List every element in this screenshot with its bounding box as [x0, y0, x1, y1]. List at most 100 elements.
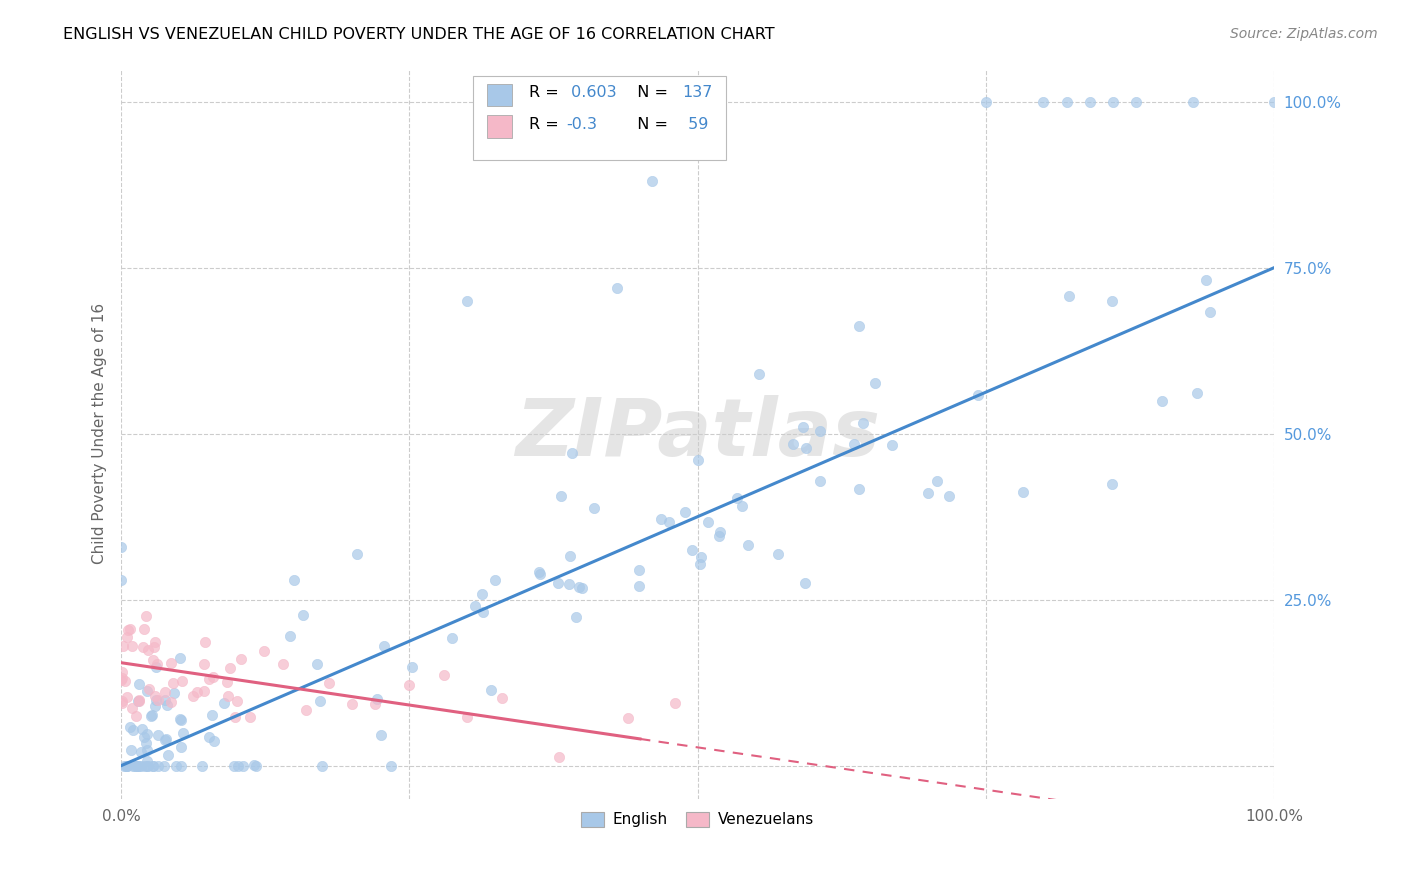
Point — [1056, 95, 1078, 109]
Point — [529, 566, 551, 581]
Point — [229, 651, 252, 665]
Text: R =: R = — [529, 85, 564, 100]
Point — [110, 673, 132, 688]
Point — [162, 675, 184, 690]
Point — [136, 758, 159, 772]
Point — [725, 491, 748, 505]
Point — [128, 694, 150, 708]
Point — [169, 712, 191, 726]
Point — [142, 758, 165, 772]
Point — [226, 758, 249, 772]
Point — [664, 696, 686, 710]
Point — [1078, 95, 1101, 109]
Point — [1195, 273, 1218, 287]
Point — [110, 665, 132, 680]
Point — [172, 725, 194, 739]
Point — [120, 720, 142, 734]
Text: 0.603: 0.603 — [567, 85, 617, 100]
Point — [731, 499, 754, 513]
Point — [340, 697, 363, 711]
Point — [882, 438, 904, 452]
Point — [198, 672, 221, 686]
Point — [232, 758, 254, 772]
Point — [135, 736, 157, 750]
Point — [688, 453, 710, 467]
Point — [346, 547, 368, 561]
Point — [170, 740, 193, 755]
Point — [927, 474, 949, 488]
Point — [197, 730, 219, 744]
Point — [794, 441, 817, 455]
Point — [153, 685, 176, 699]
Point — [1101, 476, 1123, 491]
Point — [974, 95, 997, 109]
Point — [143, 640, 166, 655]
Point — [571, 581, 593, 595]
Text: R =: R = — [529, 117, 564, 131]
Point — [112, 758, 135, 772]
Point — [318, 676, 340, 690]
Text: ENGLISH VS VENEZUELAN CHILD POVERTY UNDER THE AGE OF 16 CORRELATION CHART: ENGLISH VS VENEZUELAN CHILD POVERTY UNDE… — [63, 27, 775, 42]
Point — [128, 677, 150, 691]
Point — [143, 698, 166, 713]
Point — [224, 710, 246, 724]
Point — [115, 758, 138, 772]
Point — [848, 482, 870, 496]
Point — [283, 573, 305, 587]
Point — [253, 644, 276, 658]
Point — [128, 693, 150, 707]
Point — [271, 657, 294, 671]
Point — [111, 671, 134, 685]
Point — [160, 656, 183, 670]
Point — [153, 732, 176, 747]
Text: 137: 137 — [683, 85, 713, 100]
Point — [527, 565, 550, 579]
Point — [112, 639, 135, 653]
Point — [565, 610, 588, 624]
Point — [225, 694, 247, 708]
Point — [183, 690, 205, 704]
Point — [129, 758, 152, 772]
Point — [146, 692, 169, 706]
Point — [561, 446, 583, 460]
Point — [471, 587, 494, 601]
Point — [141, 653, 163, 667]
Point — [1101, 95, 1123, 109]
Text: N =: N = — [627, 117, 673, 131]
Point — [193, 684, 215, 698]
Point — [305, 657, 328, 671]
Point — [124, 709, 146, 723]
Y-axis label: Child Poverty Under the Age of 16: Child Poverty Under the Age of 16 — [93, 303, 107, 565]
Point — [160, 695, 183, 709]
Point — [117, 623, 139, 637]
Point — [707, 529, 730, 543]
Point — [689, 558, 711, 572]
Point — [111, 693, 134, 707]
Point — [115, 690, 138, 704]
Point — [148, 728, 170, 742]
Point — [217, 675, 239, 690]
Point — [170, 713, 193, 727]
Text: -0.3: -0.3 — [567, 117, 598, 131]
Point — [709, 524, 731, 539]
Point — [202, 734, 225, 748]
Point — [110, 573, 132, 587]
Point — [135, 609, 157, 624]
Point — [153, 693, 176, 707]
Point — [170, 673, 193, 688]
Point — [810, 474, 832, 488]
Point — [311, 758, 333, 772]
Point — [658, 515, 681, 529]
Point — [1263, 95, 1285, 109]
Point — [165, 758, 187, 772]
Point — [145, 693, 167, 707]
Point — [294, 703, 316, 717]
Point — [851, 416, 873, 430]
Point — [748, 367, 770, 381]
Text: N =: N = — [627, 85, 673, 100]
Point — [440, 632, 463, 646]
Point — [145, 635, 167, 649]
Point — [380, 758, 402, 772]
Point — [1057, 289, 1080, 303]
Point — [138, 681, 160, 696]
